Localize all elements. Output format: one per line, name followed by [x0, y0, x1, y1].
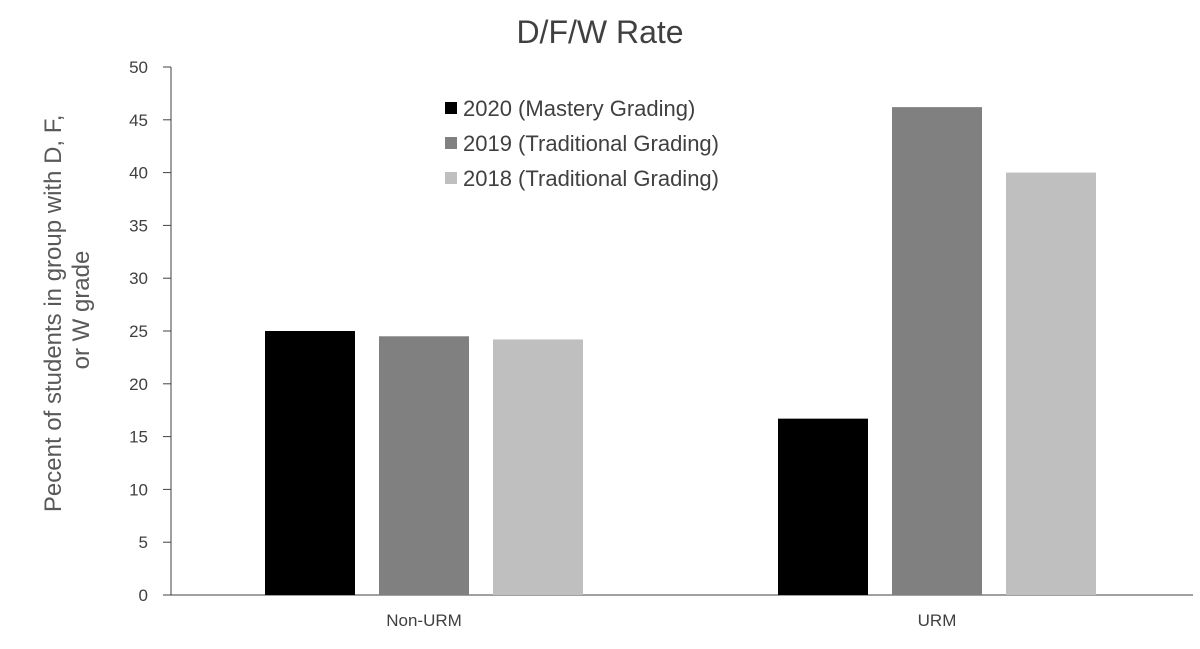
y-tick-label: 20 — [129, 375, 148, 394]
legend-label: 2020 (Mastery Grading) — [463, 96, 695, 121]
y-tick-label: 45 — [129, 111, 148, 130]
bar — [379, 336, 469, 595]
y-axis-label: Pecent of students in group with D, F, o… — [40, 108, 95, 512]
bar — [778, 418, 868, 595]
bar — [892, 107, 982, 596]
y-tick-label: 35 — [129, 216, 148, 235]
x-tick-labels: Non-URM URM — [386, 611, 956, 630]
bars — [265, 107, 1096, 596]
y-tick-label: 5 — [139, 533, 148, 552]
legend-label: 2019 (Traditional Grading) — [463, 131, 719, 156]
legend-label: 2018 (Traditional Grading) — [463, 166, 719, 191]
x-tick-label: URM — [918, 611, 957, 630]
y-tick-label: 10 — [129, 480, 148, 499]
y-tick-label: 25 — [129, 322, 148, 341]
y-tick-label: 50 — [129, 58, 148, 77]
legend-swatch — [445, 102, 457, 114]
y-axis-label-line-2: or W grade — [68, 251, 95, 370]
chart-title: D/F/W Rate — [516, 14, 683, 50]
y-tick-label: 30 — [129, 269, 148, 288]
bar — [265, 331, 355, 595]
legend-swatch — [445, 137, 457, 149]
y-axis-label-line-1: Pecent of students in group with D, F, — [40, 115, 67, 513]
bar — [1006, 172, 1096, 595]
legend-swatch — [445, 172, 457, 184]
y-tick-label: 40 — [129, 164, 148, 183]
y-tick-label: 15 — [129, 428, 148, 447]
y-tick-label: 0 — [139, 586, 148, 605]
bar — [493, 339, 583, 595]
x-tick-label: Non-URM — [386, 611, 462, 630]
legend: 2020 (Mastery Grading) 2019 (Traditional … — [445, 96, 719, 191]
